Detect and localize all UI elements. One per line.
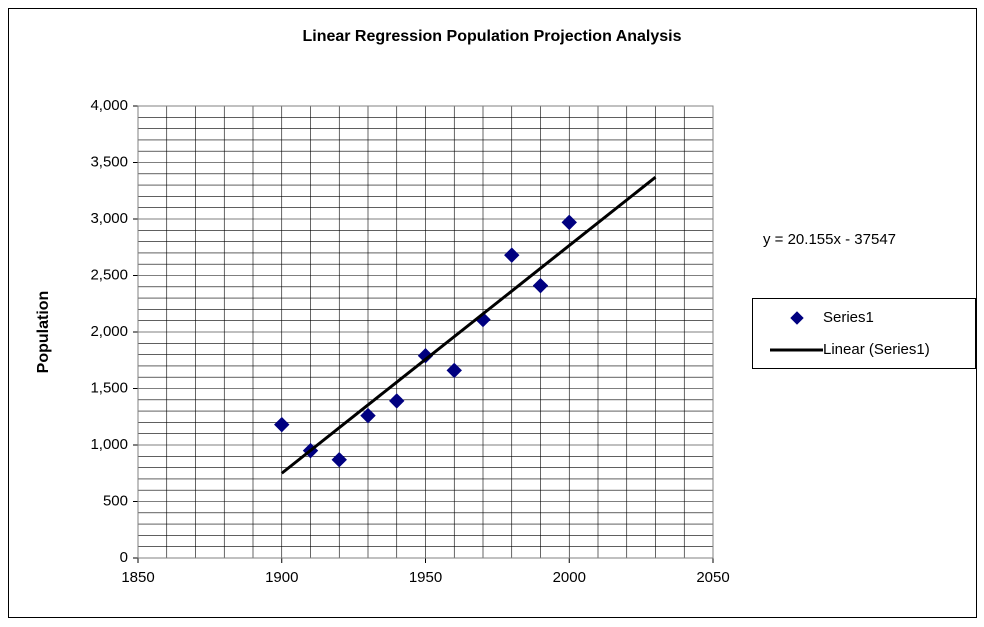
plot-border [137,105,714,559]
chart-title: Linear Regression Population Projection … [302,28,681,45]
y-tick-label: 2,500 [90,266,128,283]
legend-label: Series1 [823,309,874,326]
y-tick-label: 500 [103,492,128,509]
marker [532,277,549,294]
y-tick-label: 2,000 [90,323,128,340]
marker [331,451,347,468]
legend-box [752,298,976,369]
y-tick-label: 3,000 [90,210,128,227]
marker [446,362,462,379]
y-tick-label: 4,000 [90,97,128,114]
y-tick-label: 0 [120,549,128,566]
x-tick-label: 2050 [696,569,729,586]
marker [360,407,376,424]
marker [274,416,290,433]
x-tick-label: 1950 [409,569,442,586]
legend-marker [790,311,804,325]
y-axis-label: Population [35,291,52,374]
y-tick-label: 1,000 [90,436,128,453]
x-tick-label: 1850 [121,569,154,586]
marker [417,348,434,364]
marker [389,393,405,409]
annotation: y = 20.155x - 37547 [763,231,896,248]
trendline [280,176,657,475]
y-tick-label: 1,500 [90,379,128,396]
y-tick-label: 3,500 [90,153,128,170]
marker [561,214,577,231]
legend-label: Linear (Series1) [823,341,930,358]
x-tick-label: 1900 [265,569,298,586]
marker [504,247,520,263]
x-tick-label: 2000 [553,569,586,586]
